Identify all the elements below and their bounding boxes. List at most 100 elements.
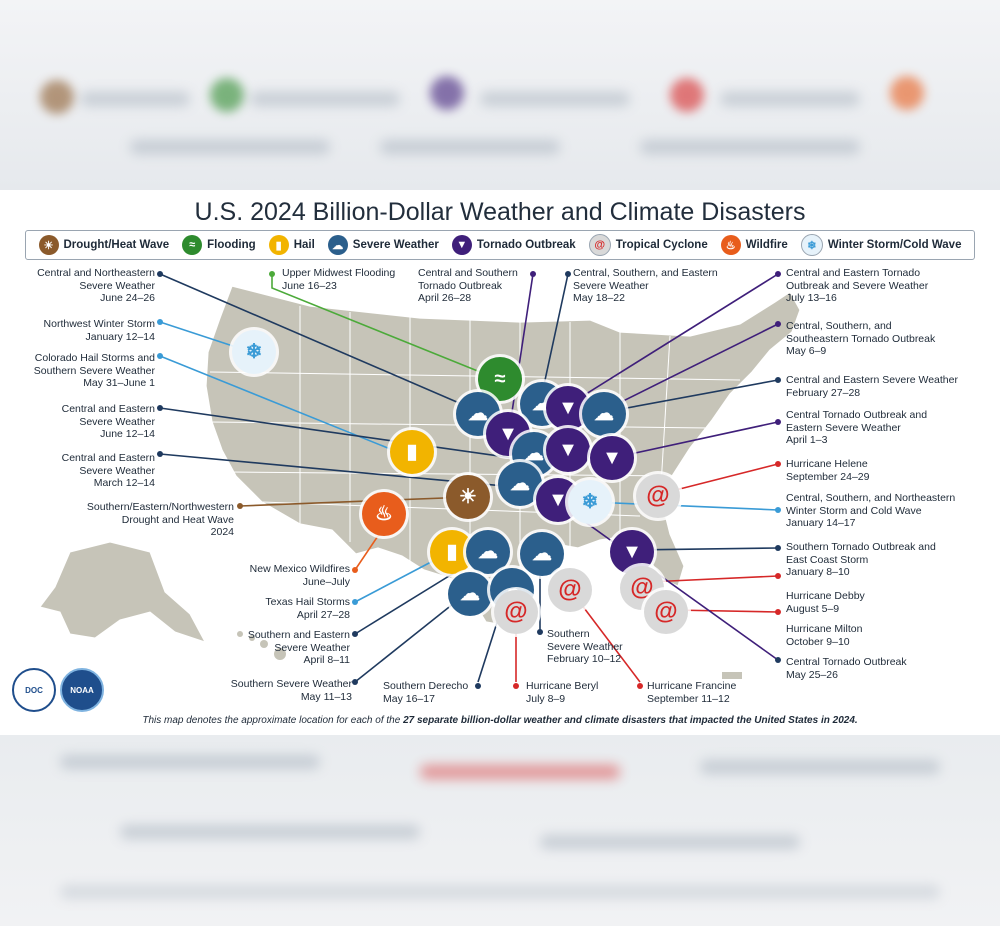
event-label: Central Tornado Outbreak and Eastern Sev… [786, 409, 927, 447]
event-label: Central, Southern, and Southeastern Torn… [786, 320, 935, 358]
puerto-rico-landmass [722, 672, 742, 679]
event-label: Central Tornado Outbreak May 25–26 [786, 656, 907, 681]
event-label: Central, Southern, and Northeastern Wint… [786, 492, 955, 530]
event-label: Hurricane Milton October 9–10 [786, 623, 862, 648]
blurred-text [250, 92, 400, 106]
drought-marker: ☀ [446, 475, 490, 519]
tornado-icon: ▼ [498, 423, 518, 445]
event-label: Central and Eastern Severe Weather Februa… [786, 374, 958, 399]
severe-weather-icon: ☁ [524, 443, 544, 465]
event-title: Colorado Hail Storms and Southern Severe… [33, 352, 155, 377]
event-label: Southern Tornado Outbreak and East Coast… [786, 541, 936, 579]
tropical-cyclone-icon: @ [504, 598, 528, 625]
event-date: January 8–10 [786, 566, 850, 578]
event-label: Central and Eastern Severe Weather March … [62, 452, 155, 490]
wildfire-icon: ♨ [375, 503, 393, 525]
winter-marker: ❄ [232, 330, 276, 374]
blurred-text [420, 765, 620, 779]
blurred-text [60, 755, 320, 769]
blurred-text [380, 140, 560, 154]
event-date: June–July [302, 575, 350, 588]
event-date: May 16–17 [383, 692, 435, 705]
event-date: June 24–26 [100, 292, 155, 304]
wildfire-marker: ♨ [362, 492, 406, 536]
event-title: Hurricane Milton [786, 623, 863, 635]
event-label: Southern/Eastern/Northwestern Drought an… [87, 501, 234, 539]
event-title: Texas Hail Storms [265, 596, 350, 608]
event-title: Hurricane Helene [786, 458, 868, 470]
department-of-commerce-seal: DOC [12, 668, 56, 712]
tornado-marker: ▼ [590, 436, 634, 480]
winter-storm-icon: ❄ [581, 491, 599, 513]
tropical-cyclone-icon: @ [654, 598, 678, 625]
event-label: Southern Derecho May 16–17 [383, 680, 468, 705]
severe-weather-icon: ☁ [460, 583, 480, 605]
event-label: Hurricane Helene September 24–29 [786, 458, 869, 483]
tornado-icon: ▼ [558, 439, 578, 461]
severe-marker: ☁ [466, 530, 510, 574]
winter-marker: ❄ [568, 480, 612, 524]
event-date: April 1–3 [786, 434, 828, 446]
cyclone-marker: @ [494, 590, 538, 634]
event-label: Southern Severe Weather May 11–13 [231, 678, 352, 703]
event-title: Hurricane Francine [647, 680, 737, 692]
drought-icon: ☀ [38, 235, 59, 255]
severe-marker: ☁ [448, 572, 492, 616]
event-date: May 18–22 [573, 292, 625, 304]
wildfire-icon: ♨ [720, 235, 741, 255]
event-label: Central and Northeastern Severe Weather J… [37, 267, 155, 305]
event-date: May 25–26 [786, 668, 838, 681]
legend-label: Severe Weather [352, 239, 439, 251]
legend-item-severe: ☁ Severe Weather [327, 235, 439, 255]
blurred-text [60, 885, 940, 899]
event-label: Northwest Winter Storm January 12–14 [44, 318, 155, 343]
event-label: Central and Eastern Severe Weather June 1… [62, 403, 155, 441]
blurred-background-bottom [0, 735, 1000, 926]
event-date: January 12–14 [85, 330, 155, 343]
tropical-cyclone-icon: @ [646, 482, 670, 509]
drought-icon: ☀ [459, 486, 477, 508]
event-label: Texas Hail Storms April 27–28 [265, 596, 350, 621]
event-label: Hurricane Debby August 5–9 [786, 590, 865, 615]
event-title: Southern Severe Weather [230, 678, 352, 690]
severe-weather-icon: ☁ [594, 403, 614, 425]
legend-item-tornado: ▼ Tornado Outbreak [451, 235, 576, 255]
footnote: This map denotes the approximate locatio… [142, 715, 858, 726]
severe-weather-icon: ☁ [510, 473, 530, 495]
cyclone-marker: @ [636, 474, 680, 518]
blurred-text [720, 92, 860, 106]
blurred-icon [890, 76, 924, 110]
blurred-text [120, 825, 420, 839]
event-title: Central and Southern Tornado Outbreak [418, 267, 518, 292]
tornado-icon: ▼ [451, 235, 472, 255]
event-title: Southern and Eastern Severe Weather [247, 629, 350, 654]
event-date: May 11–13 [300, 690, 352, 703]
event-label: Central, Southern, and Eastern Severe We… [573, 267, 718, 305]
legend-label: Tornado Outbreak [476, 239, 576, 251]
legend-item-winter: ❄ Winter Storm/Cold Wave [800, 234, 961, 256]
tornado-icon: ▼ [602, 447, 622, 469]
blurred-text [480, 92, 630, 106]
event-title: Northwest Winter Storm [43, 318, 155, 330]
legend-item-wildfire: ♨ Wildfire [720, 235, 788, 255]
event-date: June 12–14 [100, 428, 155, 440]
blurred-icon [210, 78, 244, 112]
event-date: 2024 [210, 526, 234, 538]
severe-weather-icon: ☁ [327, 235, 348, 255]
event-label: Hurricane Francine September 11–12 [647, 680, 736, 705]
label-dots [157, 271, 781, 689]
tropical-cyclone-icon: @ [630, 574, 654, 601]
event-label: Colorado Hail Storms and Southern Severe… [34, 352, 155, 390]
tropical-cyclone-icon: @ [588, 234, 611, 256]
winter-storm-icon: ❄ [800, 234, 823, 256]
event-title: Central and Eastern Severe Weather [61, 452, 155, 477]
event-label: Southern Severe Weather February 10–12 [547, 628, 623, 666]
event-label: Central and Southern Tornado Outbreak Apr… [418, 267, 518, 305]
event-label: Upper Midwest Flooding June 16–23 [282, 267, 395, 292]
page-title: U.S. 2024 Billion-Dollar Weather and Cli… [194, 198, 806, 226]
event-date: February 27–28 [786, 386, 861, 399]
alaska-landmass [39, 541, 207, 643]
severe-weather-icon: ☁ [478, 541, 498, 563]
event-title: Southern Tornado Outbreak and East Coast… [786, 541, 936, 566]
event-date: June 16–23 [282, 279, 337, 292]
